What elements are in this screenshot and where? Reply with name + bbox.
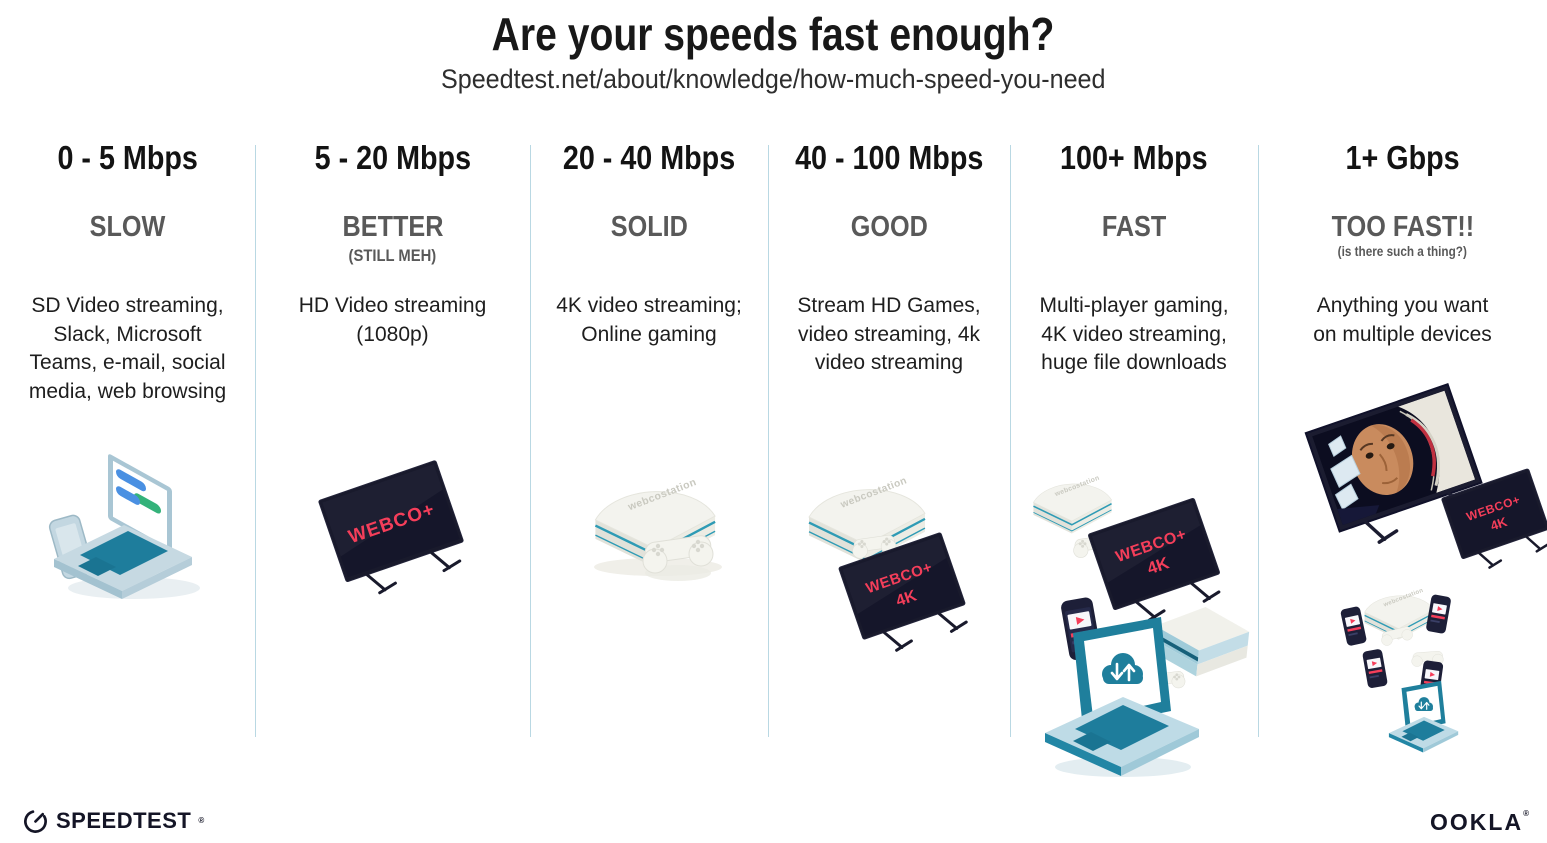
column-divider [1258, 145, 1259, 737]
cloud-transfer-icon [1102, 653, 1143, 684]
everything-devices-illustration: WEBCO+ 4K webcostation [1304, 383, 1547, 753]
speed-column-100-plus-mbps: 100+ Mbps FAST Multi-player gaming, 4K v… [1010, 0, 1258, 843]
tier-note: (STILL MEH) [348, 246, 437, 265]
phone-video-icon [1426, 594, 1451, 634]
phone-video-icon [1340, 606, 1367, 646]
webco-4k-tv: WEBCO+ 4K [1441, 468, 1547, 569]
laptop-cloud-download-icon [1045, 617, 1199, 777]
use-cases: SD Video streaming, Slack, Microsoft Tea… [28, 294, 227, 403]
ookla-wordmark: OOKLA [1430, 809, 1524, 835]
speed-column-20-40-mbps: 20 - 40 Mbps SOLID 4K video streaming; O… [530, 0, 768, 843]
speed-range: 100+ Mbps [1060, 139, 1208, 176]
tier-label: SOLID [610, 211, 688, 243]
use-cases: HD Video streaming (1080p) [298, 294, 487, 346]
page-subtitle-url: Speedtest.net/about/knowledge/how-much-s… [441, 64, 1106, 94]
laptop-cloud-download-icon [1388, 680, 1459, 753]
game-controller-icon [1411, 651, 1444, 667]
tier-note: (is there such a thing?) [1337, 244, 1468, 259]
tv-4k-label: 4K [894, 587, 919, 610]
tier-label: GOOD [850, 211, 928, 243]
speedtest-gauge-icon [24, 809, 47, 833]
tier-label: FAST [1101, 211, 1167, 243]
trademark-symbol: ® [1523, 809, 1529, 818]
game-controller-icon [642, 535, 714, 581]
laptop-screen [108, 454, 172, 554]
use-cases: Stream HD Games, video streaming, 4k vid… [797, 294, 981, 374]
console-and-4k-tv-illustration: webcostation WEBCO+ 4K [808, 475, 968, 652]
speed-range: 40 - 100 Mbps [794, 139, 984, 176]
ookla-logo: OOKLA® [1430, 809, 1529, 836]
chat-bubble-icon [116, 486, 140, 505]
playstation-console-icon [1152, 607, 1250, 677]
tier-label: BETTER [342, 211, 443, 243]
game-console-illustration: webcostation [594, 477, 722, 581]
use-cases: Anything you want on multiple devices [1313, 294, 1492, 346]
column-divider [1010, 145, 1011, 737]
game-controller-icon [1381, 626, 1413, 646]
speed-column-0-5-mbps: 0 - 5 Mbps SLOW SD Video streaming, Slac… [0, 0, 255, 843]
phone-video-icon [1362, 649, 1388, 688]
multi-device-illustration: webcostation [1033, 475, 1250, 777]
speed-range: 5 - 20 Mbps [314, 139, 471, 176]
column-divider [255, 145, 256, 737]
speed-range: 20 - 40 Mbps [562, 139, 736, 176]
tier-label: SLOW [89, 211, 166, 243]
webco-4k-tv: WEBCO+ 4K [838, 532, 968, 652]
use-cases: 4K video streaming; Online gaming [556, 294, 742, 346]
tier-label: TOO FAST!! [1331, 211, 1474, 243]
speed-column-40-100-mbps: 40 - 100 Mbps GOOD Stream HD Games, vide… [768, 0, 1010, 843]
column-divider [768, 145, 769, 737]
column-divider [530, 145, 531, 737]
console-body: webcostation [1033, 475, 1112, 534]
webco-4k-tv: WEBCO+ 4K [1088, 497, 1221, 622]
speed-column-1-plus-gbps: 1+ Gbps TOO FAST!! (is there such a thin… [1258, 0, 1547, 843]
astronaut-movie-scene [1312, 390, 1476, 526]
tv-4k-label: 4K [1488, 514, 1509, 534]
laptop-base [54, 525, 192, 599]
speed-range: 0 - 5 Mbps [57, 139, 198, 176]
speed-column-5-20-mbps: 5 - 20 Mbps BETTER (STILL MEH) HD Video … [255, 0, 530, 843]
webco-tv-illustration: WEBCO+ [318, 460, 464, 595]
chat-bubble-icon [116, 469, 146, 492]
big-movie-tv [1304, 383, 1483, 544]
speed-range: 1+ Gbps [1345, 139, 1460, 176]
chat-bubble-icon [134, 493, 161, 514]
speedtest-logo: SPEEDTEST ® [22, 807, 204, 834]
page-title: Are your speeds fast enough? [492, 8, 1055, 60]
use-cases: Multi-player gaming, 4K video streaming,… [1039, 294, 1229, 374]
laptop-and-phone-illustration [48, 454, 200, 599]
trademark-symbol: ® [198, 816, 205, 825]
speedtest-wordmark: SPEEDTEST [56, 807, 192, 833]
